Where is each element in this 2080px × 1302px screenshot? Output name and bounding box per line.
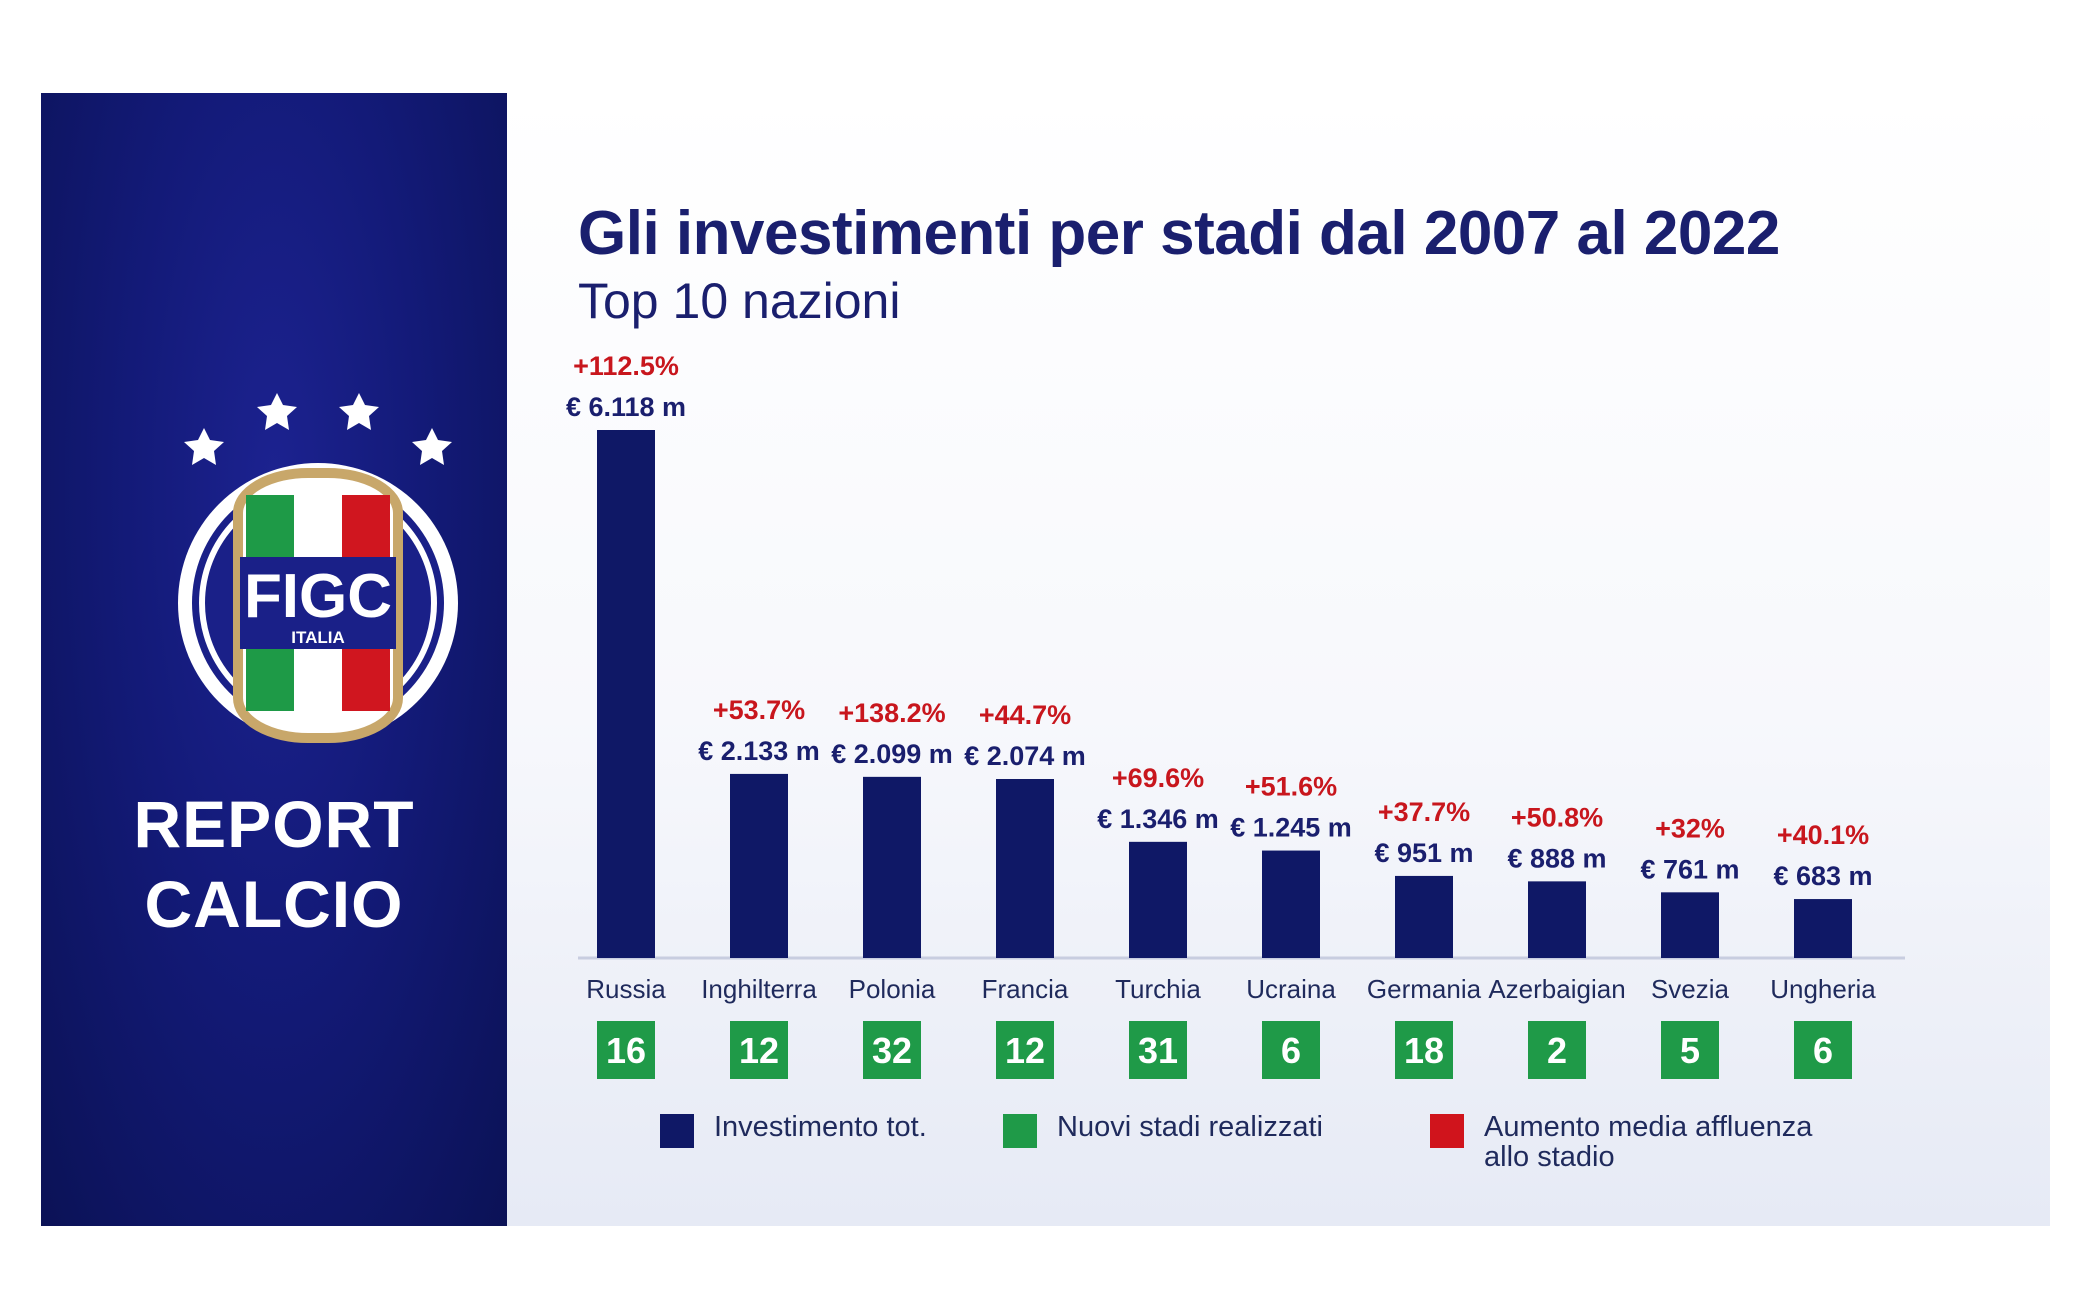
stadium-box [1262, 1021, 1320, 1079]
stadium-box [1528, 1021, 1586, 1079]
chart-subtitle: Top 10 nazioni [578, 273, 901, 329]
stadium-box [1661, 1021, 1719, 1079]
report-title-line2: CALCIO [144, 867, 404, 941]
value-label: € 6.118 m [566, 392, 686, 422]
attendance-label: +51.6% [1245, 772, 1337, 802]
stadium-count: 12 [1005, 1030, 1045, 1071]
bar-germania [1395, 875, 1453, 958]
value-label: € 1.245 m [1230, 813, 1352, 843]
value-label: € 888 m [1507, 843, 1606, 873]
star-icon [184, 428, 224, 465]
star-icons [184, 393, 452, 465]
value-label: € 683 m [1773, 861, 1872, 891]
bar-turchia [1129, 841, 1187, 958]
legend-item-stadiums: Nuovi stadi realizzati [1003, 1112, 1323, 1148]
legend-label-stadiums: Nuovi stadi realizzati [1057, 1111, 1323, 1143]
stadium-box [863, 1021, 921, 1079]
stadium-box [1395, 1021, 1453, 1079]
stadium-count: 32 [872, 1030, 912, 1071]
value-label: € 2.074 m [964, 741, 1086, 771]
chart-title: Gli investimenti per stadi dal 2007 al 2… [578, 199, 1780, 268]
star-icon [339, 393, 379, 430]
attendance-label: +112.5% [573, 351, 679, 381]
figc-crest-logo: FIGC ITALIA [178, 393, 458, 743]
stadium-count: 12 [739, 1030, 779, 1071]
category-label: Russia [586, 974, 666, 1004]
attendance-label: +37.7% [1378, 797, 1470, 827]
category-label: Francia [982, 974, 1069, 1004]
category-label: Polonia [849, 974, 936, 1004]
stadium-count: 16 [606, 1030, 646, 1071]
attendance-label: +138.2% [838, 698, 945, 728]
attendance-label: +69.6% [1112, 763, 1204, 793]
attendance-label: +50.8% [1511, 802, 1603, 832]
stadium-count: 5 [1680, 1030, 1700, 1071]
value-label: € 761 m [1640, 854, 1739, 884]
bar-ucraina [1262, 850, 1320, 958]
value-label: € 2.133 m [698, 736, 820, 766]
bar-inghilterra [730, 773, 788, 958]
stadium-box [1794, 1021, 1852, 1079]
stadium-count: 18 [1404, 1030, 1444, 1071]
star-icon [412, 428, 452, 465]
bar-azerbaigian [1528, 881, 1586, 958]
stadium-box [597, 1021, 655, 1079]
stadium-count: 2 [1547, 1030, 1567, 1071]
attendance-label: +32% [1655, 813, 1725, 843]
star-icon [257, 393, 297, 430]
stadium-box [996, 1021, 1054, 1079]
report-title-line1: REPORT [133, 787, 415, 861]
legend-swatch-stadiums [1003, 1114, 1037, 1148]
stadium-count: 6 [1813, 1030, 1833, 1071]
attendance-label: +44.7% [979, 700, 1071, 730]
stadium-count: 6 [1281, 1030, 1301, 1071]
bar-francia [996, 779, 1054, 958]
category-label: Azerbaigian [1488, 974, 1625, 1004]
legend-label-attendance: Aumento media affluenza allo stadio [1484, 1111, 1813, 1173]
bar-russia [597, 430, 655, 958]
category-label: Ungheria [1770, 974, 1876, 1004]
category-label: Ucraina [1246, 974, 1336, 1004]
attendance-label: +53.7% [713, 695, 805, 725]
value-label: € 951 m [1374, 838, 1473, 868]
crest-brand: FIGC [244, 562, 392, 631]
value-label: € 1.346 m [1097, 804, 1219, 834]
category-label: Svezia [1651, 974, 1730, 1004]
category-label: Turchia [1115, 974, 1201, 1004]
bar-ungheria [1794, 899, 1852, 958]
legend-item-investment: Investimento tot. [660, 1112, 927, 1148]
legend-label-investment: Investimento tot. [714, 1111, 927, 1143]
legend-swatch-attendance [1430, 1114, 1464, 1148]
crest-brand-sub: ITALIA [291, 628, 345, 647]
stadium-box [1129, 1021, 1187, 1079]
legend-item-attendance: Aumento media affluenza allo stadio [1430, 1112, 1870, 1172]
stadium-box [730, 1021, 788, 1079]
stadium-count: 31 [1138, 1030, 1178, 1071]
chart-legend: Investimento tot. Nuovi stadi realizzati… [660, 1112, 1960, 1192]
category-label: Inghilterra [701, 974, 817, 1004]
bar-polonia [863, 776, 921, 958]
bar-svezia [1661, 892, 1719, 958]
category-label: Germania [1367, 974, 1482, 1004]
value-label: € 2.099 m [831, 739, 953, 769]
attendance-label: +40.1% [1777, 820, 1869, 850]
legend-swatch-investment [660, 1114, 694, 1148]
